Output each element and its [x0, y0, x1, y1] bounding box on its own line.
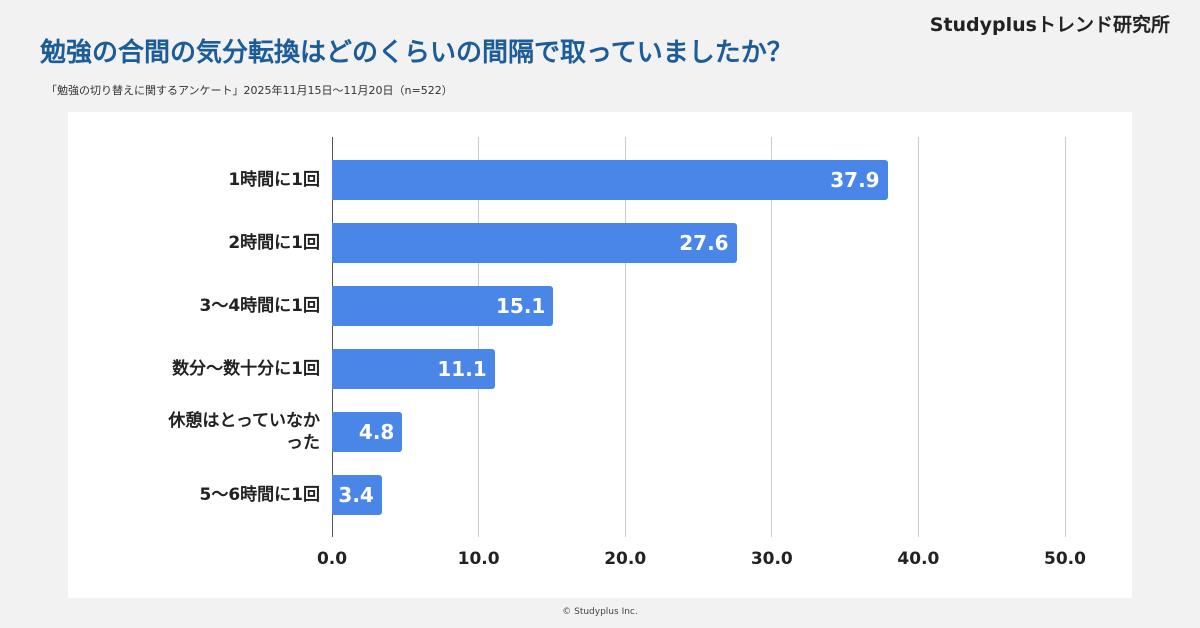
x-tick-label: 30.0	[750, 549, 793, 569]
value-label: 37.9	[830, 168, 880, 192]
value-label: 15.1	[496, 294, 546, 318]
category-text: 休憩はとっていなかった	[168, 411, 320, 453]
x-tick-label: 50.0	[1044, 549, 1086, 569]
y-tick-label: 2時間に1回	[150, 219, 320, 267]
value-label: 3.4	[338, 483, 374, 507]
value-label: 4.8	[358, 420, 395, 444]
value-label: 11.1	[437, 357, 487, 381]
grid-line	[771, 137, 773, 537]
x-tick-label: 0.0	[316, 549, 348, 569]
grid-line	[624, 137, 626, 537]
category-text: 2時間に1回	[228, 233, 320, 253]
bar	[332, 412, 403, 452]
x-tick-label: 20.0	[604, 549, 647, 569]
y-tick-label: 3〜4時間に1回	[150, 282, 321, 330]
x-tick-label: 40.0	[897, 549, 940, 569]
category-text: 数分〜数十分に1回	[172, 359, 320, 379]
grid-line	[917, 137, 919, 537]
bar	[332, 349, 495, 389]
category-text: 3〜4時間に1回	[199, 296, 321, 316]
y-tick-label: 5〜6時間に1回	[150, 471, 321, 519]
x-tick-label: 10.0	[457, 549, 500, 569]
bar	[332, 223, 737, 263]
grid-line	[331, 137, 333, 537]
footer: © Studyplus Inc.	[562, 607, 638, 617]
bar	[332, 475, 382, 515]
y-tick-label: 数分〜数十分に1回	[150, 345, 320, 393]
category-text: 1時間に1回	[228, 170, 320, 190]
bar	[332, 286, 554, 326]
chart-subtitle: 「勉強の切り替えに関するアンケート」2025年11月15日〜11月20日（n=5…	[46, 84, 453, 97]
brand: Studyplusトレンド研究所	[929, 14, 1170, 36]
y-tick-label: 1時間に1回	[150, 156, 320, 204]
bar	[332, 160, 888, 200]
chart-title: 勉強の合間の気分転換はどのくらいの間隔で取っていましたか？	[40, 38, 793, 68]
category-text: 5〜6時間に1回	[199, 485, 321, 505]
grid-line	[478, 137, 480, 537]
value-label: 27.6	[679, 231, 729, 255]
y-tick-label: 休憩はとっていなかった	[150, 408, 320, 456]
grid-line	[1064, 137, 1066, 537]
